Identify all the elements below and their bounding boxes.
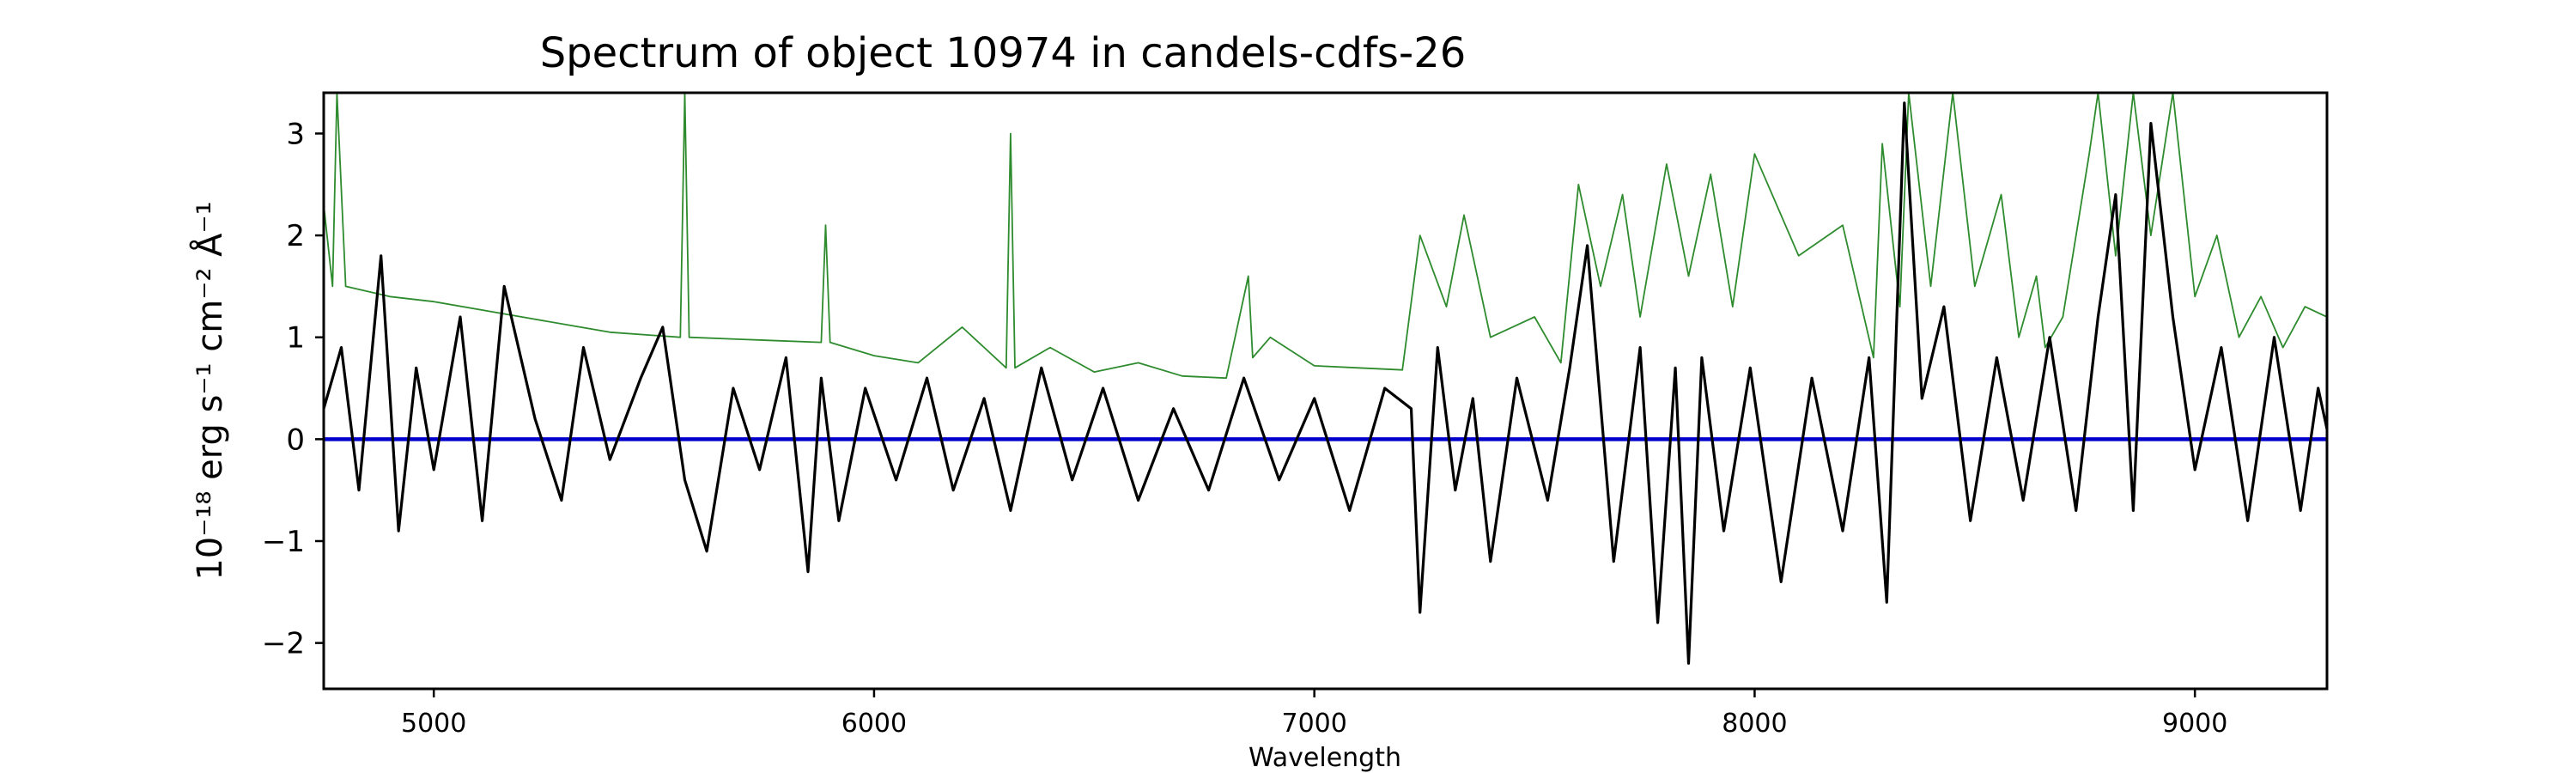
y-axis-ticks: −2 −1 0 1 2 3 (262, 117, 324, 661)
y-tick-label: 3 (286, 117, 305, 151)
x-tick-label: 6000 (841, 709, 907, 739)
x-tick-label: 7000 (1282, 709, 1347, 739)
x-axis-ticks: 5000 6000 7000 8000 9000 (401, 689, 2227, 739)
error-series-line (324, 93, 2327, 380)
x-tick-label: 8000 (1722, 709, 1787, 739)
x-axis-label: Wavelength (1249, 743, 1401, 773)
plot-area (322, 91, 2329, 691)
x-tick-label: 5000 (401, 709, 466, 739)
y-tick-label: 2 (286, 219, 305, 253)
y-tick-label: −1 (262, 525, 305, 559)
y-tick-label: 1 (286, 321, 305, 356)
y-tick-label: 0 (286, 423, 305, 457)
x-tick-label: 9000 (2162, 709, 2227, 739)
series-layer (324, 93, 2327, 665)
y-tick-label: −2 (262, 627, 305, 661)
flux-series-line (324, 101, 2327, 665)
chart-title: Spectrum of object 10974 in candels-cdfs… (540, 29, 1467, 77)
y-axis-label: 10⁻¹⁸ erg s⁻¹ cm⁻² Å⁻¹ (189, 201, 230, 580)
axes-frame (322, 91, 2329, 691)
